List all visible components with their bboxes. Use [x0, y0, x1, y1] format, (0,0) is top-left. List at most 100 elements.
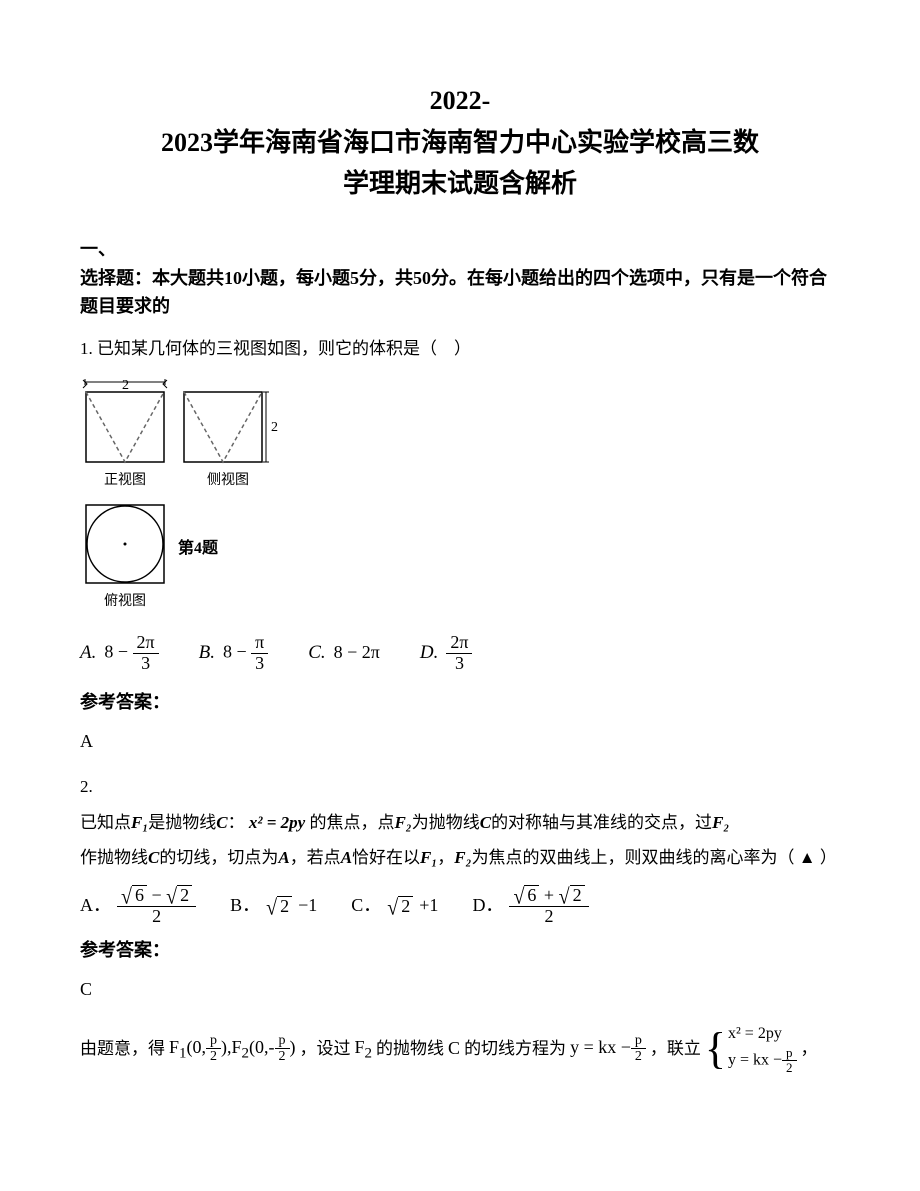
- opt-c-txt: 8 − 2π: [334, 638, 380, 667]
- q2-stem-line-1: 已知点F₁是抛物线C： x² = 2py 的焦点，点F₂为抛物线C的对称轴与其准…: [80, 809, 840, 836]
- q2-answer-label: 参考答案：: [80, 936, 840, 965]
- sol-f2-ref: F2: [355, 1033, 373, 1066]
- title-year: 2022-: [80, 80, 840, 122]
- q2-option-c: C． √2+1: [351, 891, 438, 920]
- q2-s-c: 的焦点，点: [309, 813, 394, 832]
- opt-d-den: 3: [446, 654, 472, 674]
- side-view-label: 侧视图: [207, 470, 249, 492]
- q2-s-i: 恰好在以: [352, 848, 420, 867]
- q2-s-b: 是抛物线: [148, 813, 216, 832]
- q1-option-d: D. 2π3: [420, 633, 473, 674]
- section-description: 选择题：本大题共10小题，每小题5分，共50分。在每小题给出的四个选项中，只有是…: [80, 264, 840, 322]
- sys-eq1: x² = 2py: [728, 1022, 797, 1046]
- sol-system: { x² = 2py y = kx −p2: [705, 1022, 797, 1076]
- diagram-tag: 第4题: [178, 536, 218, 562]
- q2-c: C: [216, 813, 227, 832]
- opt-d-num: 2π: [446, 633, 472, 654]
- q1-three-views-diagram: 2 正视图 2 侧视图: [80, 378, 840, 613]
- q2-option-d: D． √6 + √2 2: [472, 885, 588, 927]
- q1-options: A. 8 − 2π3 B. 8 − π3 C. 8 − 2π D. 2π3: [80, 633, 840, 674]
- sol-f2-yd: 2: [275, 1049, 290, 1064]
- q2c-sqrt: 2: [398, 896, 413, 916]
- sol-tan-num: p: [631, 1033, 646, 1049]
- q2d-r1: 6: [524, 885, 539, 905]
- q2-f2c: F₂: [454, 848, 471, 867]
- sol-tangent-eq: y = kx −p2: [570, 1033, 646, 1065]
- q2-opt-a-letter: A．: [80, 891, 111, 920]
- q1-option-b: B. 8 − π3: [199, 633, 269, 674]
- sol-c-ref: C: [448, 1034, 460, 1063]
- sol-f1-yn: p: [206, 1033, 221, 1049]
- q2-options: A． √6 − √2 2 B． √2−1 C． √2+1 D． √6 + √2 …: [80, 885, 840, 927]
- side-dim-label: 2: [271, 420, 278, 435]
- q2-s-k: 为焦点的双曲线上，则双曲线的离心率为（ ▲ ）: [472, 848, 837, 867]
- title-block: 2022- 2023学年海南省海口市海南智力中心实验学校高三数 学理期末试题含解…: [80, 80, 840, 205]
- q1-answer-label: 参考答案：: [80, 688, 840, 717]
- q2-s-j: ，: [437, 848, 454, 867]
- opt-a-letter: A.: [80, 638, 96, 668]
- sol-tail: ，: [801, 1035, 818, 1062]
- q2-a: A: [278, 848, 289, 867]
- q2-f2: F₂: [394, 813, 411, 832]
- q2c-tail: +1: [419, 891, 438, 920]
- opt-d-letter: D.: [420, 638, 438, 668]
- sol-f2-yn: p: [275, 1033, 290, 1049]
- q2-opt-c-letter: C．: [351, 891, 381, 920]
- sol-tan-k: kx −: [598, 1037, 631, 1057]
- sys-eq2-d: 2: [782, 1061, 797, 1075]
- q2-option-a: A． √6 − √2 2: [80, 885, 196, 927]
- q2-a2: A: [341, 848, 352, 867]
- sol-f1-coords: F1(0,p2),F2(0,-p2): [169, 1033, 296, 1066]
- top-view-svg: [80, 499, 170, 589]
- q2-s-h: ，若点: [290, 848, 341, 867]
- q2d-den: 2: [509, 907, 588, 927]
- title-line-1: 2023学年海南省海口市海南智力中心实验学校高三数: [80, 122, 840, 164]
- q2-s-g: 的切线，切点为: [159, 848, 278, 867]
- front-view: 2 正视图: [80, 378, 170, 492]
- q2-opt-b-letter: B．: [230, 891, 260, 920]
- q1-answer-value: A: [80, 727, 840, 756]
- sol-m2: 的抛物线: [376, 1035, 444, 1062]
- q2a-r2: 2: [177, 885, 192, 905]
- q2-opt-d-letter: D．: [472, 891, 503, 920]
- q2a-den: 2: [117, 907, 196, 927]
- q2-s-d: 为抛物线: [412, 813, 480, 832]
- q2-colon: ：: [228, 813, 245, 832]
- q2-stem-line-2: 作抛物线C的切线，切点为A，若点A恰好在以F₁，F₂为焦点的双曲线上，则双曲线的…: [80, 844, 840, 871]
- q2-parab-eq: x² = 2py: [249, 813, 305, 832]
- q2a-op: −: [151, 885, 161, 905]
- opt-b-den: 3: [251, 654, 268, 674]
- opt-a-pre: 8 −: [104, 642, 128, 662]
- section-label: 一、: [80, 235, 840, 264]
- q2a-r1: 6: [132, 885, 147, 905]
- q2-s-e: 的对称轴与其准线的交点，过: [491, 813, 712, 832]
- q2-answer-value: C: [80, 975, 840, 1004]
- opt-a-den: 3: [133, 654, 159, 674]
- sol-m3: 的切线方程为: [464, 1035, 566, 1062]
- q1-option-c: C. 8 − 2π: [308, 638, 380, 668]
- q1-option-a: A. 8 − 2π3: [80, 633, 159, 674]
- opt-b-num: π: [251, 633, 268, 654]
- q2b-tail: −1: [298, 891, 317, 920]
- front-view-svg: 2: [80, 378, 170, 468]
- opt-c-letter: C.: [308, 638, 325, 668]
- sol-f1-x: 0: [193, 1037, 202, 1057]
- side-view-svg: 2: [178, 378, 278, 468]
- q2-s-a: 已知点: [80, 813, 131, 832]
- sol-m1: ，设过: [300, 1035, 351, 1062]
- q2-c3: C: [148, 848, 159, 867]
- front-view-label: 正视图: [104, 470, 146, 492]
- q2-number: 2.: [80, 773, 840, 800]
- top-view-label: 俯视图: [104, 591, 146, 613]
- q2-f2b: F₂: [712, 813, 729, 832]
- q2-option-b: B． √2−1: [230, 891, 317, 920]
- sys-eq2-n: p: [782, 1046, 797, 1061]
- q2b-sqrt: 2: [277, 896, 292, 916]
- sys-eq2-lhs: y = kx −: [728, 1052, 782, 1069]
- q2-solution: 由题意，得 F1(0,p2),F2(0,-p2) ，设过 F2 的抛物线 C 的…: [80, 1022, 840, 1076]
- top-view: 俯视图: [80, 499, 170, 613]
- title-line-2: 学理期末试题含解析: [80, 163, 840, 205]
- sol-f2-x: 0: [255, 1037, 264, 1057]
- q2-f1b: F₁: [420, 848, 437, 867]
- opt-b-pre: 8 −: [223, 642, 247, 662]
